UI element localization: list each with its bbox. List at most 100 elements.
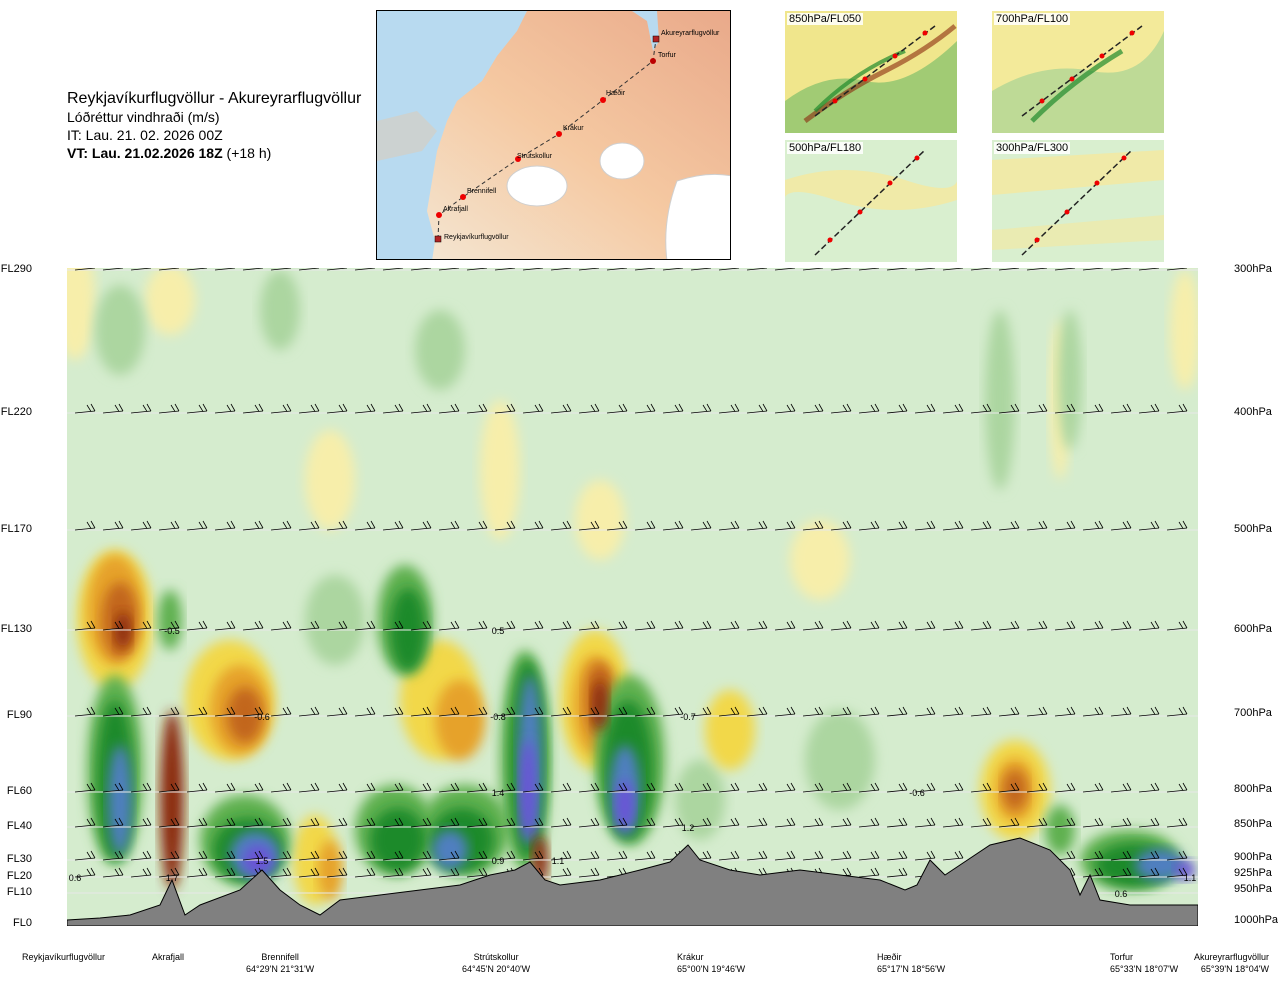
- barb-feather: [538, 620, 544, 629]
- barb-feather: [174, 520, 180, 529]
- wind-barb: [830, 706, 852, 717]
- barb-feather: [454, 782, 460, 791]
- barb-shaft: [186, 410, 208, 414]
- barb-shaft: [802, 857, 824, 861]
- barb-feather: [1122, 868, 1128, 876]
- barb-feather: [506, 707, 512, 715]
- wind-barb: [746, 520, 768, 531]
- barb-feather: [626, 268, 627, 269]
- wind-barb: [1054, 403, 1076, 414]
- barb-feather: [394, 868, 400, 876]
- barb-shaft: [830, 789, 852, 793]
- wind-barb: [438, 850, 460, 861]
- barb-shaft: [242, 857, 264, 861]
- barb-feather: [958, 850, 964, 859]
- barb-shaft: [606, 857, 628, 861]
- barb-feather: [342, 867, 348, 876]
- barb-feather: [1014, 782, 1020, 791]
- map-glacier-vatnajokull: [665, 173, 730, 259]
- wind-barb: [802, 706, 824, 717]
- thumbnail-700hpa[interactable]: 700hPa/FL100: [992, 11, 1164, 133]
- barb-feather: [118, 706, 124, 715]
- barb-feather: [702, 404, 708, 412]
- barb-shaft: [606, 627, 628, 631]
- thumbnail-850hpa[interactable]: 850hPa/FL050: [785, 11, 957, 133]
- barb-feather: [1126, 782, 1132, 791]
- wind-barb: [886, 520, 908, 531]
- field-contour-down-2: [227, 687, 263, 743]
- wind-barb: [494, 520, 516, 531]
- barb-feather: [594, 867, 600, 876]
- barb-shaft: [158, 268, 180, 271]
- barb-feather: [422, 783, 428, 791]
- wind-barb: [606, 706, 628, 717]
- barb-feather: [622, 850, 628, 859]
- barb-feather: [226, 818, 232, 826]
- barb-shaft: [1082, 713, 1104, 717]
- barb-feather: [146, 782, 152, 791]
- barb-shaft: [494, 857, 516, 861]
- barb-feather: [534, 783, 540, 791]
- barb-feather: [370, 782, 376, 791]
- barb-shaft: [270, 627, 292, 631]
- station-torfur: Torfur 65°33'N 18°07'W: [1110, 951, 1178, 975]
- barb-feather: [954, 818, 960, 826]
- barb-feather: [282, 521, 288, 529]
- value-label: -0.7: [680, 712, 696, 722]
- barb-feather: [286, 403, 292, 412]
- barb-feather: [730, 521, 736, 529]
- barb-feather: [570, 268, 571, 269]
- thumbnail-300hpa[interactable]: 300hPa/FL300: [992, 140, 1164, 262]
- value-label: 0.6: [1115, 889, 1128, 899]
- barb-shaft: [578, 874, 600, 878]
- wind-barb: [774, 268, 796, 271]
- barb-shaft: [802, 268, 824, 271]
- barb-feather: [226, 868, 232, 876]
- barb-feather: [174, 403, 180, 412]
- barb-shaft: [214, 410, 236, 414]
- level-label-700hpa: 700hPa: [1234, 707, 1272, 719]
- barb-feather: [1150, 783, 1156, 791]
- wind-barb: [970, 706, 992, 717]
- barb-feather: [254, 783, 260, 791]
- barb-feather: [1070, 867, 1076, 876]
- barb-feather: [142, 404, 148, 412]
- barb-feather: [118, 520, 124, 529]
- barb-feather: [1126, 403, 1132, 412]
- barb-feather: [730, 818, 736, 826]
- wind-barb: [550, 620, 572, 631]
- barb-feather: [590, 783, 596, 791]
- wind-barb: [522, 782, 544, 793]
- barb-feather: [338, 818, 344, 826]
- thumbnail-500hpa[interactable]: 500hPa/FL180: [785, 140, 957, 262]
- barb-feather: [286, 867, 292, 876]
- barb-shaft: [1110, 410, 1132, 414]
- barb-feather: [90, 850, 96, 859]
- barb-feather: [258, 620, 264, 629]
- wind-barb: [186, 268, 208, 271]
- barb-shaft: [410, 874, 432, 878]
- barb-feather: [1126, 268, 1128, 269]
- wind-barb: [158, 268, 180, 271]
- field-contour-up-1: [805, 710, 875, 810]
- wind-barb: [522, 620, 544, 631]
- wind-barb: [746, 782, 768, 793]
- barb-feather: [170, 404, 176, 412]
- barb-feather: [930, 706, 936, 715]
- barb-feather: [282, 783, 288, 791]
- wind-barb: [970, 520, 992, 531]
- wind-barb: [858, 268, 880, 271]
- barb-feather: [198, 404, 204, 412]
- barb-shaft: [298, 627, 320, 631]
- wind-barb: [1166, 850, 1188, 861]
- barb-feather: [1178, 868, 1184, 876]
- barb-shaft: [214, 857, 236, 861]
- barb-feather: [926, 621, 932, 629]
- barb-feather: [566, 520, 572, 529]
- barb-feather: [874, 782, 880, 791]
- wind-barb: [970, 268, 992, 271]
- barb-shaft: [522, 789, 544, 793]
- barb-shaft: [578, 713, 600, 717]
- barb-feather: [1182, 268, 1184, 269]
- wind-barb: [942, 520, 964, 531]
